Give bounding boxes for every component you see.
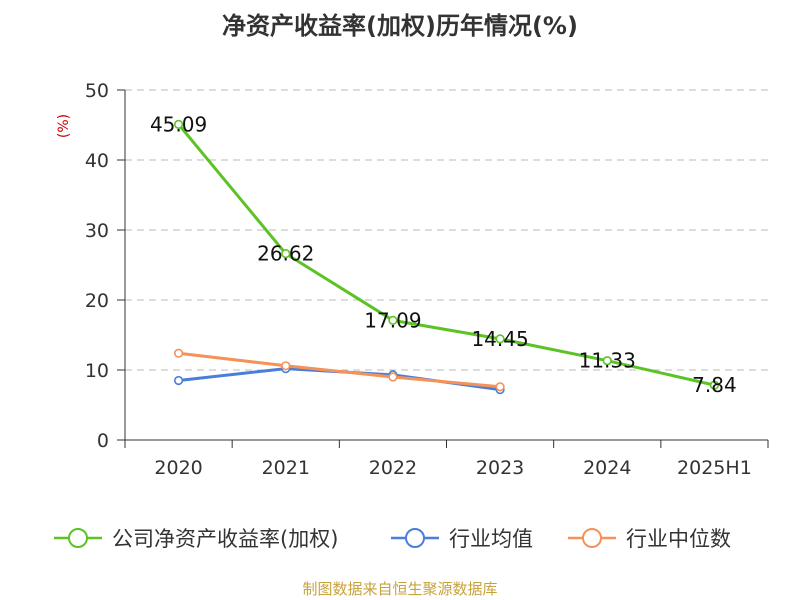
point-0-0 [173, 119, 184, 129]
point-0-4 [602, 356, 612, 366]
grid-lines [125, 89, 768, 371]
x-tick-label-2025H1: 2025H1 [677, 457, 752, 479]
y-tick-label-20: 20 [85, 290, 109, 312]
data-label-0-5: 7.84 [692, 373, 737, 397]
legend-label-2: 行业中位数 [626, 527, 731, 551]
point-2-1 [281, 361, 291, 371]
point-2-3 [495, 382, 505, 392]
x-tick-label-2021: 2021 [262, 457, 310, 479]
data-label-0-0: 45.09 [150, 112, 207, 136]
point-0-2 [388, 315, 398, 325]
point-0-5 [709, 380, 720, 390]
y-tick-label-50: 50 [85, 80, 109, 102]
data-labels: 45.09 26.62 17.09 14.45 11.33 7.84 [150, 112, 737, 397]
point-2-2 [388, 372, 398, 382]
legend-marker-2 [582, 528, 602, 548]
y-tick-label-0: 0 [97, 430, 109, 452]
legend-label-0: 公司净资产收益率(加权) [112, 527, 338, 551]
x-tick-label-2022: 2022 [369, 457, 417, 479]
point-0-3 [495, 334, 505, 344]
series-line-2 [178, 351, 501, 389]
x-tick-label-2020: 2020 [154, 457, 202, 479]
point-2-0 [173, 348, 184, 358]
data-source-note: 制图数据来自恒生聚源数据库 [302, 580, 497, 598]
legend-label-1: 行业均值 [449, 527, 533, 551]
y-tick-label-40: 40 [85, 150, 109, 172]
series-line-0 [177, 123, 715, 387]
chart-title: 净资产收益率(加权)历年情况(%) [222, 12, 578, 40]
y-tick-label-30: 30 [85, 220, 109, 242]
point-0-1 [281, 249, 291, 259]
legend: 公司净资产收益率(加权) 行业均值 行业中位数 [54, 527, 731, 551]
legend-marker-0 [68, 528, 88, 548]
series-lines [173, 119, 720, 395]
tick-labels: 0 10 20 30 40 50 2020 2021 2022 2023 2024 2025H1 [85, 80, 752, 479]
legend-marker-1 [405, 528, 425, 548]
data-label-0-4: 11.33 [579, 349, 636, 373]
point-1-0 [173, 375, 184, 386]
x-tick-label-2023: 2023 [476, 457, 524, 479]
x-tick-label-2024: 2024 [583, 457, 631, 479]
y-axis-label: (%) [56, 114, 72, 138]
y-tick-label-10: 10 [85, 360, 109, 382]
data-label-0-1: 26.62 [257, 242, 314, 266]
axes [117, 89, 769, 448]
data-label-0-2: 17.09 [364, 308, 421, 332]
data-label-0-3: 14.45 [471, 327, 528, 351]
